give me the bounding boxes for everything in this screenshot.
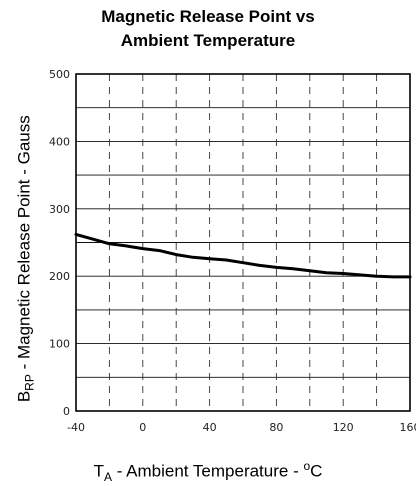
chart-title-line1: Magnetic Release Point vs bbox=[101, 7, 315, 26]
series-line bbox=[74, 232, 412, 279]
tick-labels: 0 100 200 300 400 500 -40 0 40 80 120 160 bbox=[49, 68, 416, 434]
plot-frame bbox=[75, 73, 411, 412]
x-tick-label: -40 bbox=[67, 421, 85, 434]
x-tick-label: 120 bbox=[333, 421, 354, 434]
y-tick-label: 400 bbox=[49, 135, 70, 148]
y-tick-label: 100 bbox=[49, 338, 70, 351]
y-tick-label: 200 bbox=[49, 270, 70, 283]
grid-lines bbox=[76, 74, 410, 411]
x-tick-label: 160 bbox=[400, 421, 416, 434]
data-series bbox=[74, 232, 412, 279]
x-tick-label: 40 bbox=[203, 421, 217, 434]
x-tick-label: 0 bbox=[139, 421, 146, 434]
x-tick-label: 80 bbox=[269, 421, 283, 434]
x-axis-label: TA - Ambient Temperature - oC bbox=[93, 459, 323, 485]
y-tick-label: 500 bbox=[49, 68, 70, 81]
y-tick-label: 300 bbox=[49, 203, 70, 216]
chart-title-line2: Ambient Temperature bbox=[120, 31, 296, 50]
y-tick-label: 0 bbox=[63, 405, 70, 418]
